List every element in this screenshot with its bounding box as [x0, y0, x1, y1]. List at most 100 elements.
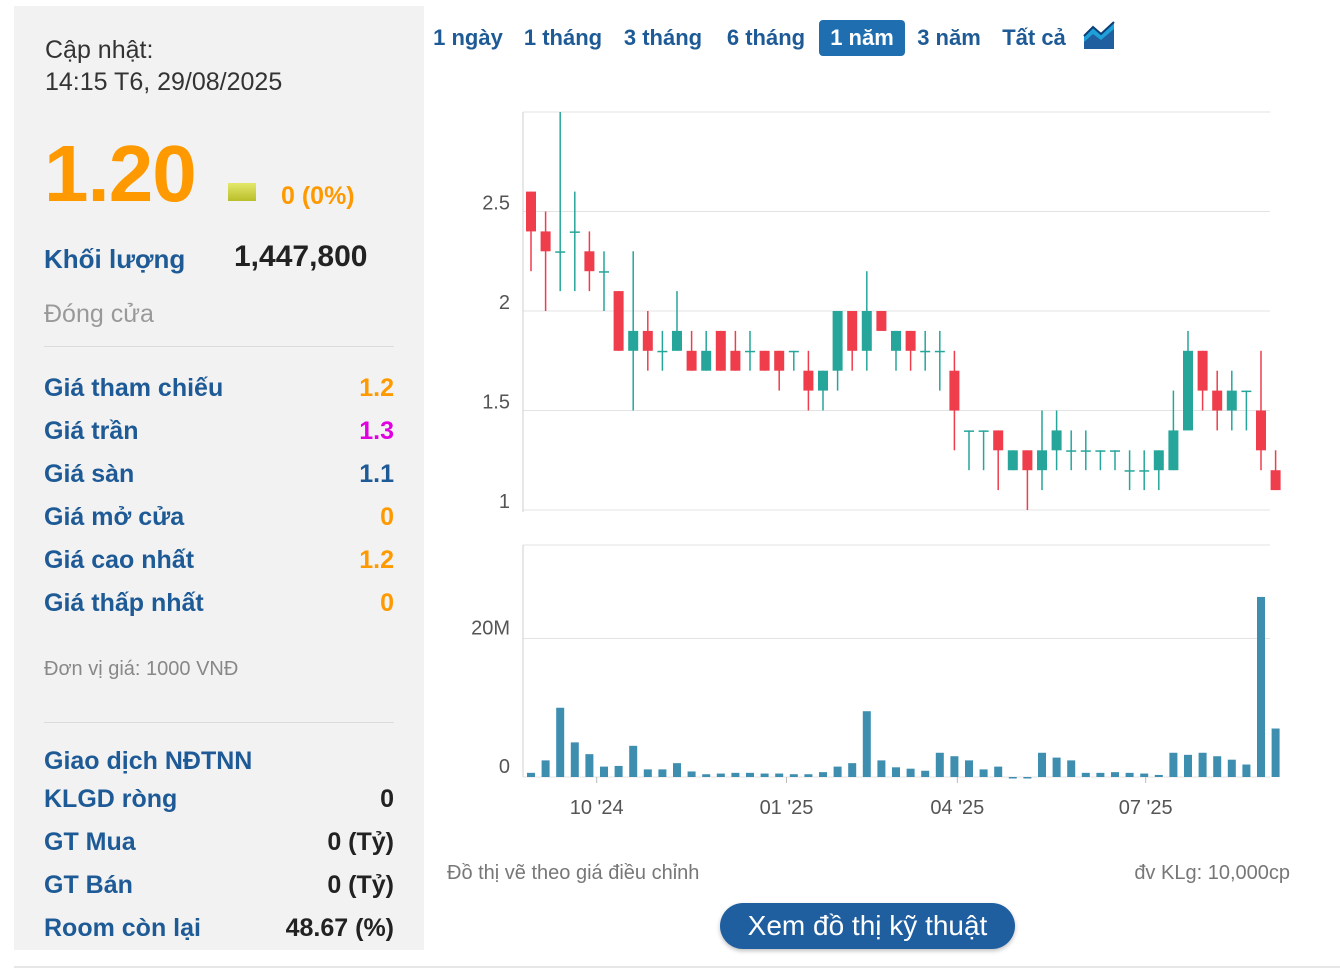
stock-summary-panel: Cập nhật: 14:15 T6, 29/08/2025 1.20 0 (0… — [14, 6, 424, 950]
volume-bar — [1096, 772, 1105, 777]
price-unit-note: Đơn vị giá: 1000 VNĐ — [44, 658, 239, 680]
candle-body — [993, 430, 1004, 451]
tab-6-months[interactable]: 6 tháng — [726, 25, 806, 50]
volume-bar — [892, 767, 900, 777]
volume-bar — [1008, 777, 1017, 779]
row-value: 0 — [380, 589, 394, 617]
foreign-row-room-remaining: Room còn lại 48.67 (%) — [44, 914, 394, 946]
candle-body — [774, 350, 785, 371]
volume-bar — [1271, 728, 1280, 777]
tab-3-months[interactable]: 3 tháng — [623, 25, 703, 50]
volume-bar — [965, 760, 973, 777]
candle-body — [584, 251, 595, 272]
tab-1-year[interactable]: 1 năm — [819, 20, 905, 56]
candle-body — [672, 330, 682, 351]
area-chart-icon[interactable] — [1083, 20, 1115, 50]
candle-body — [1183, 350, 1193, 431]
row-label: Giá thấp nhất — [44, 589, 204, 617]
candle-body — [1212, 390, 1223, 411]
row-label: Giá cao nhất — [44, 546, 195, 574]
row-value: 0 — [380, 785, 394, 813]
volume-bar — [746, 772, 754, 777]
row-label: Giá trần — [44, 417, 139, 445]
foreign-trading-title: Giao dịch NĐTNN — [44, 747, 253, 775]
row-value: 1.2 — [359, 374, 394, 402]
tab-1-month[interactable]: 1 tháng — [523, 25, 603, 50]
price-row-ceiling: Giá trần 1.3 — [44, 417, 394, 449]
volume-value: 1,447,800 — [234, 240, 368, 273]
volume-bar — [994, 766, 1003, 777]
volume-bar — [1125, 772, 1134, 777]
x-axis-tick-label: 10 '24 — [570, 797, 624, 819]
divider — [44, 346, 394, 347]
adjusted-price-note: Đồ thị vẽ theo giá điều chỉnh — [447, 862, 700, 884]
candle-body — [788, 350, 799, 353]
price-volume-chart: 2.5 2 1.5 1 20M 0 10 '24 01 '25 04 '25 07 '25 — [471, 111, 1281, 819]
tab-3-years[interactable]: 3 năm — [917, 25, 981, 50]
view-technical-chart-button[interactable]: Xem đồ thị kỹ thuật — [720, 903, 1015, 949]
volume-bar — [775, 773, 784, 777]
candle-body — [1037, 450, 1047, 471]
row-value: 1.3 — [359, 417, 394, 445]
divider — [44, 722, 394, 723]
row-value: 1.1 — [359, 460, 394, 488]
volume-bar — [1257, 596, 1265, 777]
row-label: Giá mở cửa — [44, 503, 185, 531]
candle-body — [847, 311, 858, 351]
volume-bar — [614, 765, 623, 777]
candle-body — [1197, 350, 1208, 391]
foreign-row-net-volume: KLGD ròng 0 — [44, 785, 394, 817]
volume-unit-note: đv KLg: 10,000cp — [1134, 862, 1290, 884]
volume-axis-tick-label: 20M — [471, 617, 510, 639]
volume-bar — [760, 773, 769, 777]
x-axis-tick-label: 07 '25 — [1119, 797, 1173, 819]
candle-body — [715, 330, 726, 371]
volume-bar — [877, 760, 886, 777]
candle-body — [949, 370, 960, 411]
flat-price-icon — [228, 183, 256, 201]
volume-bar — [906, 768, 915, 777]
tab-all[interactable]: Tất cả — [1002, 25, 1066, 50]
candle-body — [599, 271, 609, 273]
volume-bar — [1140, 773, 1149, 777]
volume-bar — [1227, 759, 1236, 777]
tab-1-day[interactable]: 1 ngày — [433, 25, 503, 50]
volume-bar — [556, 707, 565, 777]
volume-bar — [702, 774, 711, 777]
price-row-low: Giá thấp nhất 0 — [44, 589, 394, 621]
volume-bar — [716, 773, 725, 777]
volume-bar — [819, 772, 827, 777]
volume-bar — [1023, 777, 1032, 779]
candle-body — [526, 191, 536, 232]
candle-body — [1256, 410, 1266, 451]
row-label: GT Bán — [44, 871, 133, 899]
row-value: 0 — [380, 503, 394, 531]
candle-body — [1226, 390, 1237, 411]
volume-bar — [541, 760, 550, 777]
volume-axis-tick-label: 0 — [499, 756, 510, 778]
candle-body — [1124, 470, 1135, 472]
volume-bar — [935, 752, 944, 777]
volume-bar — [570, 742, 579, 777]
price-row-floor: Giá sàn 1.1 — [44, 460, 394, 492]
volume-bar — [629, 745, 638, 777]
row-label: Giá tham chiếu — [44, 374, 224, 402]
volume-label: Khối lượng — [44, 244, 186, 274]
volume-bar — [658, 769, 667, 777]
candle-body — [934, 350, 945, 353]
price-row-open: Giá mở cửa 0 — [44, 503, 394, 535]
session-status: Đóng cửa — [44, 300, 154, 328]
candle-body — [818, 370, 828, 391]
candle-body — [978, 430, 989, 432]
row-value: 0 (Tỷ) — [327, 828, 394, 856]
candle-body — [876, 311, 887, 331]
volume-bar — [673, 763, 681, 777]
candle-body — [1095, 450, 1106, 452]
row-value: 0 (Tỷ) — [327, 871, 394, 899]
candle-body — [1007, 450, 1018, 471]
candle-body — [832, 311, 843, 371]
x-axis-tick-label: 04 '25 — [930, 797, 984, 819]
volume-bar — [1184, 754, 1192, 777]
candle-body — [964, 430, 974, 432]
row-label: Giá sàn — [44, 460, 135, 488]
